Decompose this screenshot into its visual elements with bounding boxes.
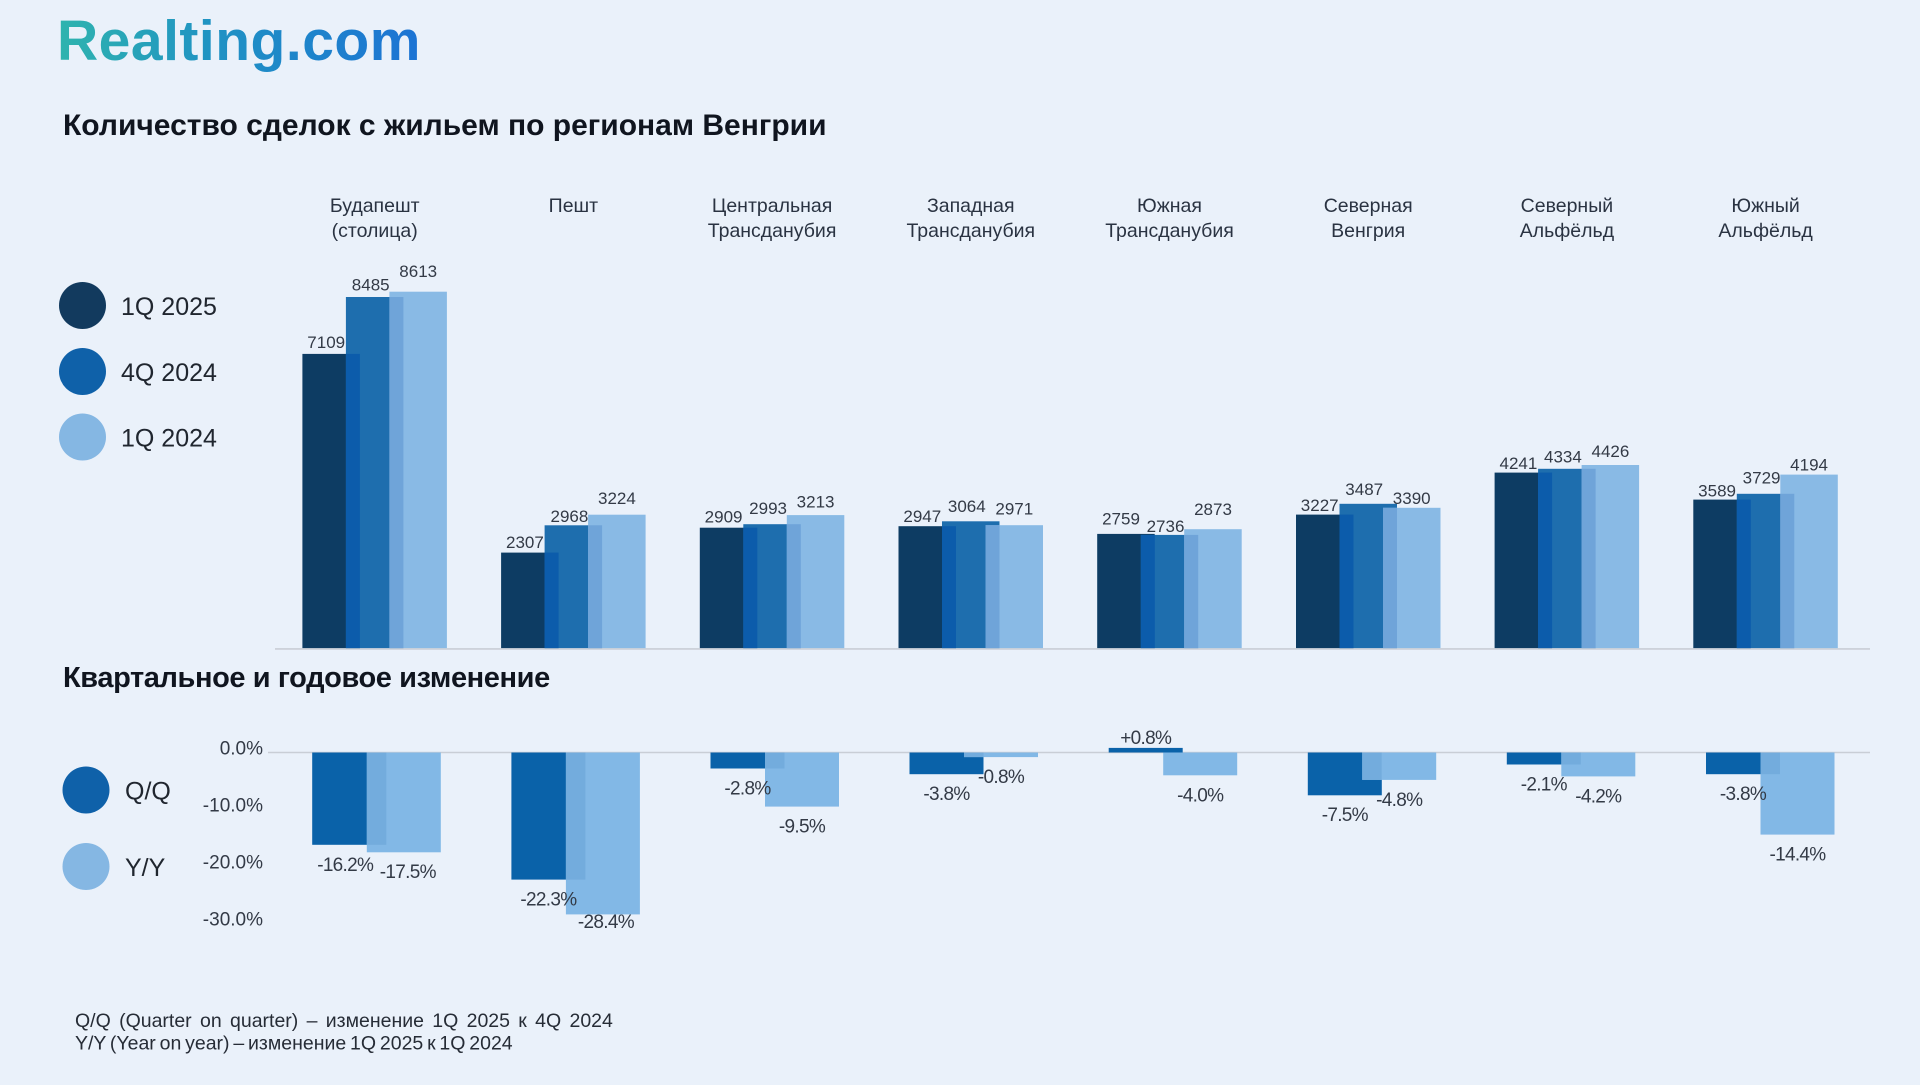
svg-text:2759: 2759 — [1102, 509, 1140, 528]
svg-text:4Q 2024: 4Q 2024 — [121, 359, 217, 387]
svg-text:Q/Q: Q/Q — [125, 778, 171, 806]
svg-text:-16.2%: -16.2% — [317, 855, 374, 876]
svg-text:Южная: Южная — [1137, 195, 1202, 217]
svg-text:-22.3%: -22.3% — [520, 890, 577, 911]
svg-text:3487: 3487 — [1345, 480, 1383, 499]
svg-text:1Q 2024: 1Q 2024 — [121, 425, 217, 453]
svg-text:Количество сделок с жильем по: Количество сделок с жильем по регионам В… — [63, 109, 827, 142]
svg-text:Южный: Южный — [1731, 195, 1799, 217]
svg-text:-14.4%: -14.4% — [1769, 845, 1826, 866]
svg-text:2971: 2971 — [995, 500, 1033, 519]
svg-text:2307: 2307 — [506, 533, 544, 552]
svg-text:2736: 2736 — [1147, 517, 1185, 536]
svg-text:Венгрия: Венгрия — [1331, 220, 1405, 242]
svg-text:Северная: Северная — [1324, 195, 1413, 217]
svg-text:3227: 3227 — [1301, 496, 1339, 515]
svg-text:-7.5%: -7.5% — [1322, 805, 1369, 826]
svg-text:-3.8%: -3.8% — [1720, 784, 1767, 805]
svg-text:4426: 4426 — [1591, 442, 1629, 461]
svg-text:3729: 3729 — [1743, 468, 1781, 487]
svg-text:-28.4%: -28.4% — [578, 912, 635, 933]
svg-text:8613: 8613 — [399, 262, 437, 281]
svg-text:-2.8%: -2.8% — [724, 779, 771, 800]
svg-text:Северный: Северный — [1521, 195, 1613, 217]
svg-text:-20.0%: -20.0% — [203, 853, 263, 874]
svg-text:Y/Y (Year on year) – изменение: Y/Y (Year on year) – изменение 1Q 2025 к… — [75, 1033, 513, 1055]
svg-text:Q/Q (Quarter on quarter) – изм: Q/Q (Quarter on quarter) – изменение 1Q … — [75, 1010, 613, 1032]
svg-text:4241: 4241 — [1499, 454, 1537, 473]
svg-text:-2.1%: -2.1% — [1521, 775, 1568, 796]
svg-text:3213: 3213 — [797, 493, 835, 512]
svg-text:3064: 3064 — [948, 497, 986, 516]
svg-text:Y/Y: Y/Y — [125, 854, 166, 882]
svg-text:-0.8%: -0.8% — [978, 767, 1025, 788]
svg-text:-3.8%: -3.8% — [923, 784, 970, 805]
svg-text:2968: 2968 — [550, 507, 588, 526]
svg-text:7109: 7109 — [307, 333, 345, 352]
svg-text:-10.0%: -10.0% — [203, 796, 263, 817]
svg-text:(столица): (столица) — [332, 220, 418, 242]
svg-text:3224: 3224 — [598, 489, 636, 508]
svg-text:8485: 8485 — [352, 276, 390, 295]
svg-text:Трансданубия: Трансданубия — [1105, 220, 1234, 242]
svg-text:2873: 2873 — [1194, 500, 1232, 519]
svg-text:Центральная: Центральная — [712, 195, 832, 217]
svg-text:Будапешт: Будапешт — [330, 195, 420, 217]
svg-text:Трансданубия: Трансданубия — [708, 220, 837, 242]
svg-text:Альфёльд: Альфёльд — [1520, 220, 1615, 242]
svg-text:Западная: Западная — [927, 195, 1015, 217]
svg-text:4334: 4334 — [1544, 447, 1582, 466]
svg-text:-30.0%: -30.0% — [203, 910, 263, 931]
svg-text:2909: 2909 — [705, 508, 743, 527]
svg-text:1Q 2025: 1Q 2025 — [121, 293, 217, 321]
svg-text:-4.8%: -4.8% — [1376, 790, 1423, 811]
svg-text:-4.2%: -4.2% — [1575, 786, 1622, 807]
svg-text:3390: 3390 — [1393, 489, 1431, 508]
svg-text:2993: 2993 — [749, 499, 787, 518]
svg-text:Пешт: Пешт — [549, 195, 599, 217]
svg-text:2947: 2947 — [903, 507, 941, 526]
svg-text:Альфёльд: Альфёльд — [1718, 220, 1813, 242]
svg-text:Трансданубия: Трансданубия — [906, 220, 1035, 242]
svg-text:-17.5%: -17.5% — [380, 862, 437, 883]
svg-text:Realting.com: Realting.com — [57, 9, 421, 73]
svg-text:-9.5%: -9.5% — [779, 817, 826, 838]
svg-text:3589: 3589 — [1698, 482, 1736, 501]
svg-text:Квартальное и годовое изменени: Квартальное и годовое изменение — [63, 662, 550, 694]
svg-text:+0.8%: +0.8% — [1120, 728, 1172, 749]
svg-text:4194: 4194 — [1790, 456, 1828, 475]
svg-text:0.0%: 0.0% — [220, 739, 263, 760]
svg-text:-4.0%: -4.0% — [1177, 785, 1224, 806]
